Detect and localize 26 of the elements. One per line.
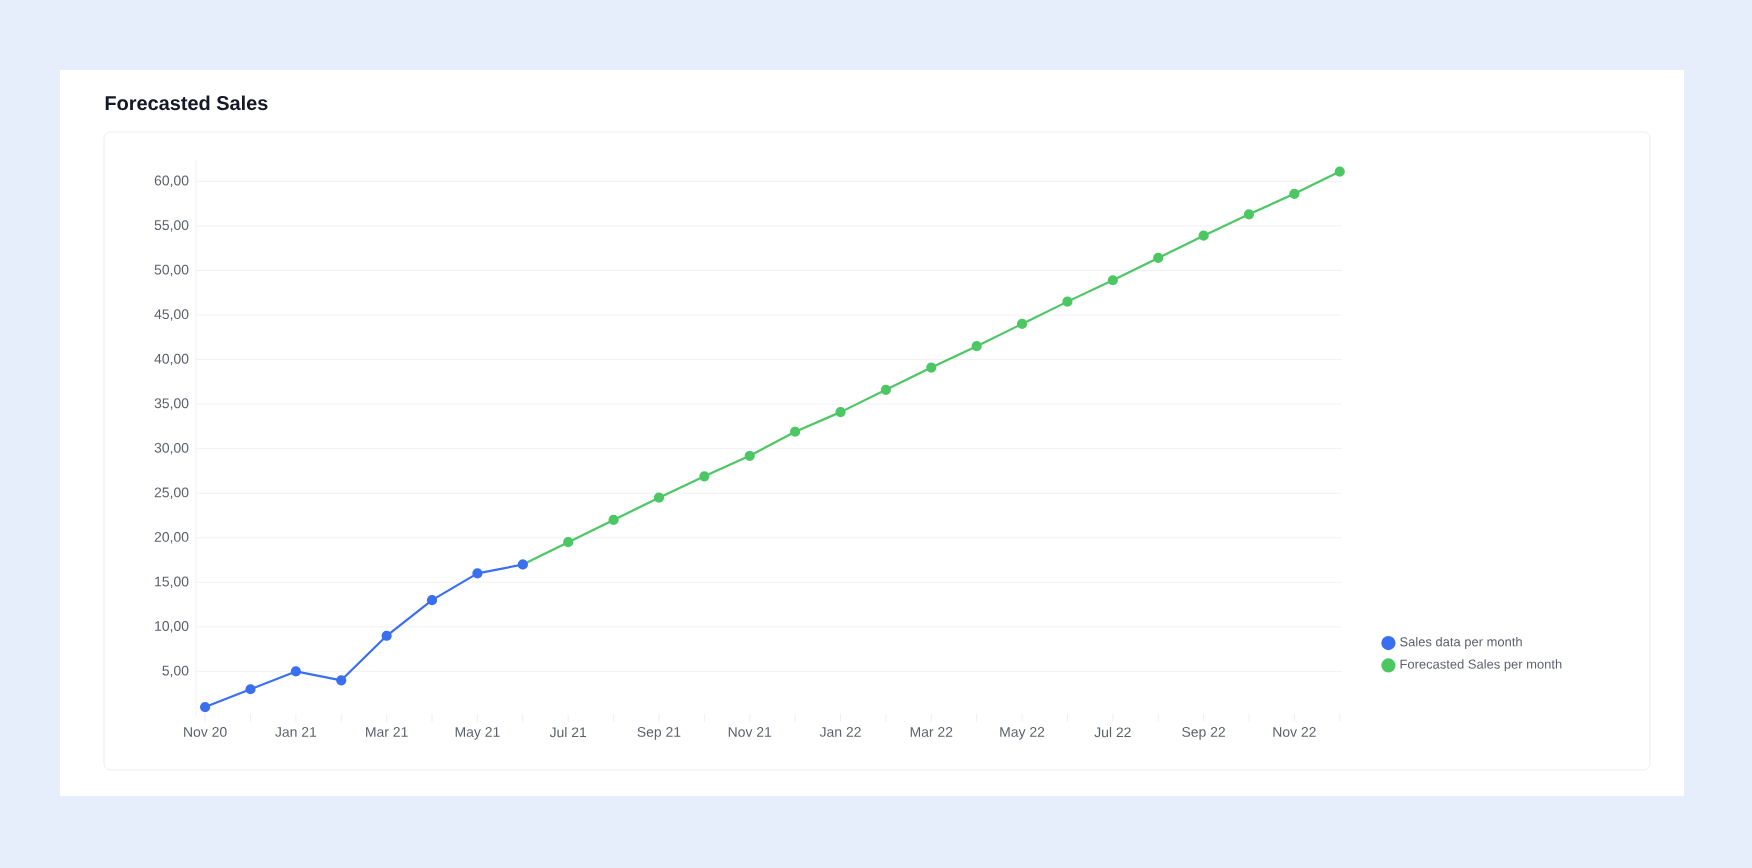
point (971, 341, 982, 352)
point (926, 362, 937, 373)
point (200, 701, 211, 713)
point (290, 666, 301, 677)
point (880, 384, 891, 395)
point (608, 514, 619, 526)
point (653, 492, 665, 503)
point (336, 675, 347, 686)
point (381, 630, 392, 641)
point (426, 595, 438, 606)
point (1289, 188, 1300, 199)
point (1107, 275, 1118, 286)
point (245, 684, 256, 695)
point (790, 426, 801, 437)
point (1016, 318, 1028, 330)
point (1062, 296, 1073, 307)
chart-title: Forecasted Sales (105, 95, 268, 111)
point (744, 450, 755, 461)
point (1198, 230, 1209, 241)
point (699, 471, 710, 482)
point (1153, 252, 1164, 264)
point (472, 568, 483, 579)
point (1334, 166, 1345, 177)
point (563, 537, 574, 548)
point (1243, 209, 1255, 220)
point (835, 407, 846, 418)
